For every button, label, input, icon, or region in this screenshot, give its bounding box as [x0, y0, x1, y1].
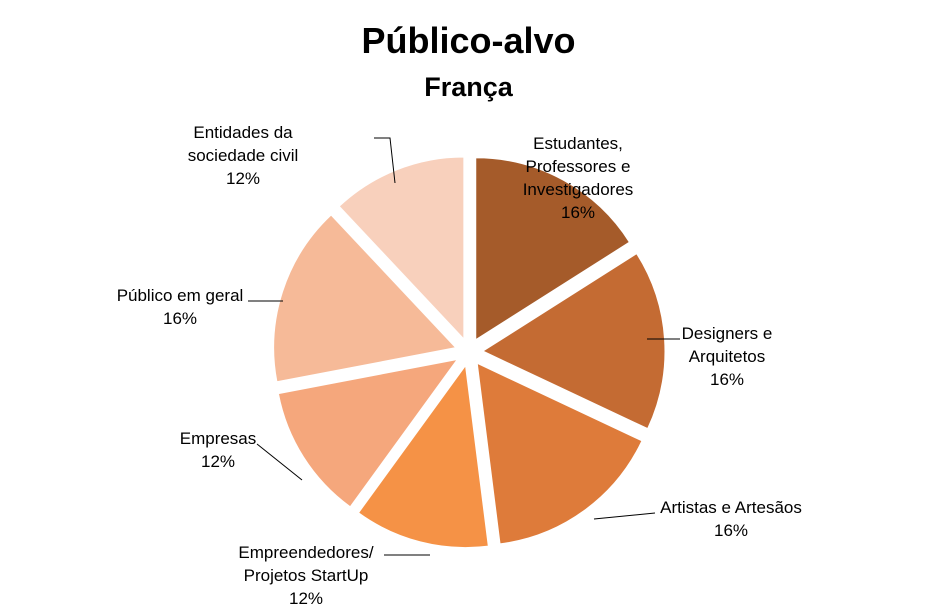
slice-label-line: Estudantes,: [533, 134, 623, 153]
slice-percent: 12%: [289, 589, 323, 608]
slice-label-line: sociedade civil: [188, 146, 299, 165]
slice-label-3: Empreendedores/Projetos StartUp 12%: [238, 543, 373, 608]
slice-percent: 16%: [710, 370, 744, 389]
slice-label-line: Empreendedores/: [238, 543, 373, 562]
slice-percent: 12%: [201, 452, 235, 471]
leader-line-2: [593, 512, 656, 520]
chart-subtitle: França: [424, 72, 513, 102]
leader-line-6: [374, 137, 396, 184]
slice-percent: 16%: [714, 521, 748, 540]
slice-label-0: Estudantes, Professores e Investigadores 16…: [523, 134, 634, 222]
leader-line-4: [256, 443, 303, 481]
slice-label-5: Público em geral 16%: [117, 286, 244, 328]
pie-slice-4: [277, 358, 459, 508]
slice-label-line: Designers e: [682, 324, 773, 343]
chart-title: Público-alvo: [361, 20, 576, 61]
slice-label-line: Projetos StartUp: [244, 566, 369, 585]
pie-slice-2: [476, 362, 643, 545]
pie-slice-5: [273, 214, 457, 383]
slice-label-line: Investigadores: [523, 180, 634, 199]
slice-label-line: Empresas: [180, 429, 257, 448]
slice-label-6: Entidades da sociedade civil 12%: [188, 123, 299, 188]
slice-label-line: Entidades da: [193, 123, 293, 142]
slice-percent: 16%: [561, 203, 595, 222]
slice-label-line: Arquitetos: [689, 347, 766, 366]
slice-label-line: Professores e: [526, 157, 631, 176]
pie-slice-6: [338, 156, 465, 341]
pie-slice-0: [475, 157, 631, 341]
slice-label-4: Empresas 12%: [180, 429, 257, 471]
pie-slice-3: [357, 364, 489, 549]
slice-label-1: Designers e Arquitetos 16%: [682, 324, 773, 389]
slice-percent: 12%: [226, 169, 260, 188]
slice-label-2: Artistas e Artesãos 16%: [660, 498, 802, 540]
slice-label-line: Público em geral: [117, 286, 244, 305]
pie-slice-1: [481, 252, 666, 430]
slice-percent: 16%: [163, 309, 197, 328]
slice-label-line: Artistas e Artesãos: [660, 498, 802, 517]
